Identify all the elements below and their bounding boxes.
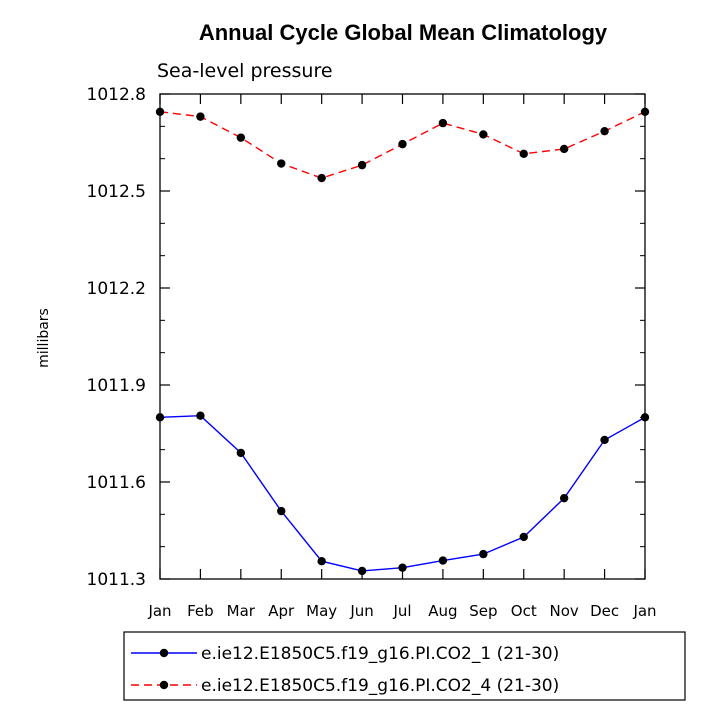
x-tick-label: Jun: [349, 602, 373, 620]
series-1-point: [519, 532, 528, 542]
y-tick-label: 1012.5: [87, 182, 146, 202]
series-2-point: [236, 133, 246, 142]
x-tick-label: May: [306, 602, 337, 620]
series-1-point: [196, 411, 205, 420]
series-1-point: [559, 493, 569, 503]
series-1-point: [398, 563, 407, 572]
y-tick-label: 1012.2: [87, 279, 146, 299]
series-2-point: [640, 107, 650, 116]
series-2-point: [196, 112, 205, 121]
x-tick-label: Sep: [469, 602, 497, 620]
y-tick-label: 1012.8: [87, 85, 146, 105]
y-ticks: 1011.3 1011.6 1011.9 1012.2 1012.5 1012.8: [87, 85, 645, 590]
series-2-point: [155, 107, 165, 116]
x-tick-label: Nov: [550, 602, 579, 620]
y-tick-label: 1011.6: [87, 473, 146, 493]
series-2-point: [398, 139, 407, 149]
series-2-point: [317, 173, 326, 183]
series-1-point: [155, 413, 165, 422]
series-2-point: [277, 159, 286, 168]
y-axis-label: millibars: [36, 308, 52, 368]
x-tick-label: Aug: [428, 602, 457, 620]
series-1-point: [357, 566, 367, 576]
legend-label-1: e.ie12.E1850C5.f19_g16.PI.CO2_1 (21-30): [201, 644, 559, 664]
series-1-point: [277, 506, 286, 516]
x-tick-label: Jan: [147, 602, 171, 620]
x-tick-label: Jul: [392, 602, 411, 620]
series-1-point: [600, 435, 609, 445]
x-ticks: Jan Feb Mar Apr May Jun Jul Aug Sep Oct Nov Dec Jan: [147, 94, 657, 620]
legend-box: [123, 631, 686, 701]
legend-label-2: e.ie12.E1850C5.f19_g16.PI.CO2_4 (21-30): [201, 676, 559, 696]
series-line-1: [159, 415, 646, 572]
plot-frame: [159, 93, 646, 580]
series-2-point: [479, 130, 488, 139]
legend-marker-2: [159, 680, 169, 690]
y-tick-label: 1011.3: [87, 570, 146, 590]
y-tick-label: 1011.9: [87, 376, 146, 396]
x-tick-label: Apr: [268, 602, 295, 620]
series-2-point: [519, 149, 528, 159]
series-1-point: [640, 413, 650, 422]
x-tick-label: Oct: [511, 602, 537, 620]
chart-subtitle: Sea-level pressure: [157, 60, 333, 82]
series-2-point: [600, 126, 609, 136]
x-tick-label: Jan: [632, 602, 656, 620]
x-tick-label: Mar: [227, 602, 256, 620]
series-1-point: [438, 556, 448, 565]
chart-title: Annual Cycle Global Mean Climatology: [199, 20, 608, 45]
x-tick-label: Feb: [187, 602, 214, 620]
series-2-point: [357, 160, 367, 170]
series-1-point: [317, 557, 326, 566]
series-2-point: [559, 144, 569, 154]
legend-marker-1: [159, 648, 169, 658]
series-layer: [155, 107, 650, 576]
series-2-point: [438, 118, 448, 128]
series-1-point: [479, 549, 488, 559]
x-tick-label: Dec: [590, 602, 619, 620]
legend: e.ie12.E1850C5.f19_g16.PI.CO2_1 (21-30) e…: [123, 631, 686, 701]
series-1-point: [236, 448, 246, 458]
